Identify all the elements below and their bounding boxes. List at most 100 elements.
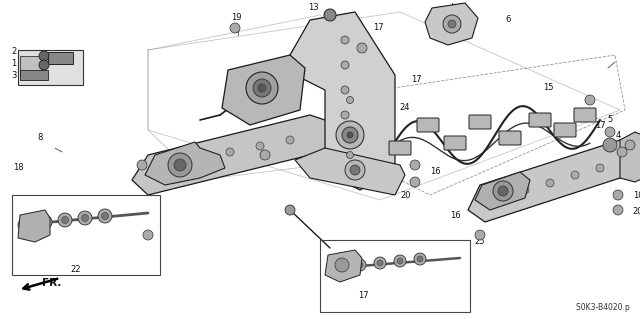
Text: FR.: FR. xyxy=(42,278,61,288)
Circle shape xyxy=(324,9,336,21)
Text: 17: 17 xyxy=(595,121,605,130)
Circle shape xyxy=(496,194,504,202)
Circle shape xyxy=(346,152,353,159)
Circle shape xyxy=(335,258,349,272)
Polygon shape xyxy=(18,210,50,242)
Polygon shape xyxy=(425,3,478,45)
Text: 3: 3 xyxy=(12,70,17,79)
Text: S0K3-B4020 p: S0K3-B4020 p xyxy=(576,303,630,312)
Circle shape xyxy=(143,230,153,240)
Circle shape xyxy=(246,72,278,104)
FancyBboxPatch shape xyxy=(444,136,466,150)
Text: 10: 10 xyxy=(633,190,640,199)
Circle shape xyxy=(18,218,32,232)
Circle shape xyxy=(78,211,92,225)
FancyBboxPatch shape xyxy=(469,115,491,129)
Circle shape xyxy=(603,138,617,152)
Circle shape xyxy=(168,153,192,177)
Circle shape xyxy=(22,221,29,228)
Circle shape xyxy=(498,186,508,196)
Circle shape xyxy=(341,61,349,69)
Circle shape xyxy=(448,20,456,28)
Bar xyxy=(20,56,42,76)
Circle shape xyxy=(350,165,360,175)
Text: 2: 2 xyxy=(12,48,17,56)
Text: 17: 17 xyxy=(372,24,383,33)
Circle shape xyxy=(226,148,234,156)
Text: 16: 16 xyxy=(495,181,506,189)
Text: 19: 19 xyxy=(231,13,241,23)
Polygon shape xyxy=(132,115,340,195)
Text: 13: 13 xyxy=(308,4,318,12)
Circle shape xyxy=(337,264,343,270)
Circle shape xyxy=(258,84,266,92)
Text: 4: 4 xyxy=(616,130,621,139)
Circle shape xyxy=(596,164,604,172)
Text: 14: 14 xyxy=(617,144,627,152)
Text: 22: 22 xyxy=(71,265,81,275)
Circle shape xyxy=(414,253,426,265)
Circle shape xyxy=(285,205,295,215)
Circle shape xyxy=(346,97,353,103)
Circle shape xyxy=(166,161,174,169)
Circle shape xyxy=(38,215,52,229)
Text: 17: 17 xyxy=(635,140,640,150)
Circle shape xyxy=(253,79,271,97)
Circle shape xyxy=(410,177,420,187)
Text: 23: 23 xyxy=(230,103,241,113)
Circle shape xyxy=(342,127,358,143)
Polygon shape xyxy=(468,140,630,222)
Bar xyxy=(18,50,83,85)
Text: 21: 21 xyxy=(356,166,367,174)
Circle shape xyxy=(137,160,147,170)
Text: 25: 25 xyxy=(475,238,485,247)
Circle shape xyxy=(357,262,363,268)
Text: 21: 21 xyxy=(324,265,335,275)
Text: 24: 24 xyxy=(400,103,410,113)
Bar xyxy=(320,240,470,312)
Bar xyxy=(48,52,73,64)
Circle shape xyxy=(475,230,485,240)
Circle shape xyxy=(585,95,595,105)
Circle shape xyxy=(286,136,294,144)
Circle shape xyxy=(625,140,635,150)
Circle shape xyxy=(260,150,270,160)
Circle shape xyxy=(39,51,49,61)
Circle shape xyxy=(521,186,529,194)
Circle shape xyxy=(546,179,554,187)
Circle shape xyxy=(345,160,365,180)
Circle shape xyxy=(357,43,367,53)
Circle shape xyxy=(394,255,406,267)
Text: 16: 16 xyxy=(429,167,440,176)
FancyBboxPatch shape xyxy=(529,113,551,127)
Text: 12: 12 xyxy=(263,144,273,152)
Circle shape xyxy=(571,171,579,179)
FancyBboxPatch shape xyxy=(574,108,596,122)
Text: 5: 5 xyxy=(607,115,612,124)
Circle shape xyxy=(341,111,349,119)
Polygon shape xyxy=(290,12,395,190)
Circle shape xyxy=(346,127,353,133)
Circle shape xyxy=(341,86,349,94)
Text: 17: 17 xyxy=(358,291,368,300)
Bar xyxy=(12,195,160,275)
Circle shape xyxy=(256,142,264,150)
Text: 1: 1 xyxy=(12,58,17,68)
Circle shape xyxy=(347,132,353,138)
Circle shape xyxy=(61,217,68,224)
Polygon shape xyxy=(145,142,225,185)
Circle shape xyxy=(174,159,186,171)
Circle shape xyxy=(374,257,386,269)
FancyBboxPatch shape xyxy=(554,123,576,137)
Text: 9: 9 xyxy=(367,181,372,189)
Polygon shape xyxy=(475,172,530,210)
FancyBboxPatch shape xyxy=(389,141,411,155)
Circle shape xyxy=(102,212,109,219)
Polygon shape xyxy=(620,132,640,182)
Circle shape xyxy=(605,127,615,137)
Text: 6: 6 xyxy=(506,16,511,25)
Circle shape xyxy=(354,259,366,271)
Circle shape xyxy=(341,36,349,44)
Circle shape xyxy=(397,258,403,264)
FancyBboxPatch shape xyxy=(499,131,521,145)
